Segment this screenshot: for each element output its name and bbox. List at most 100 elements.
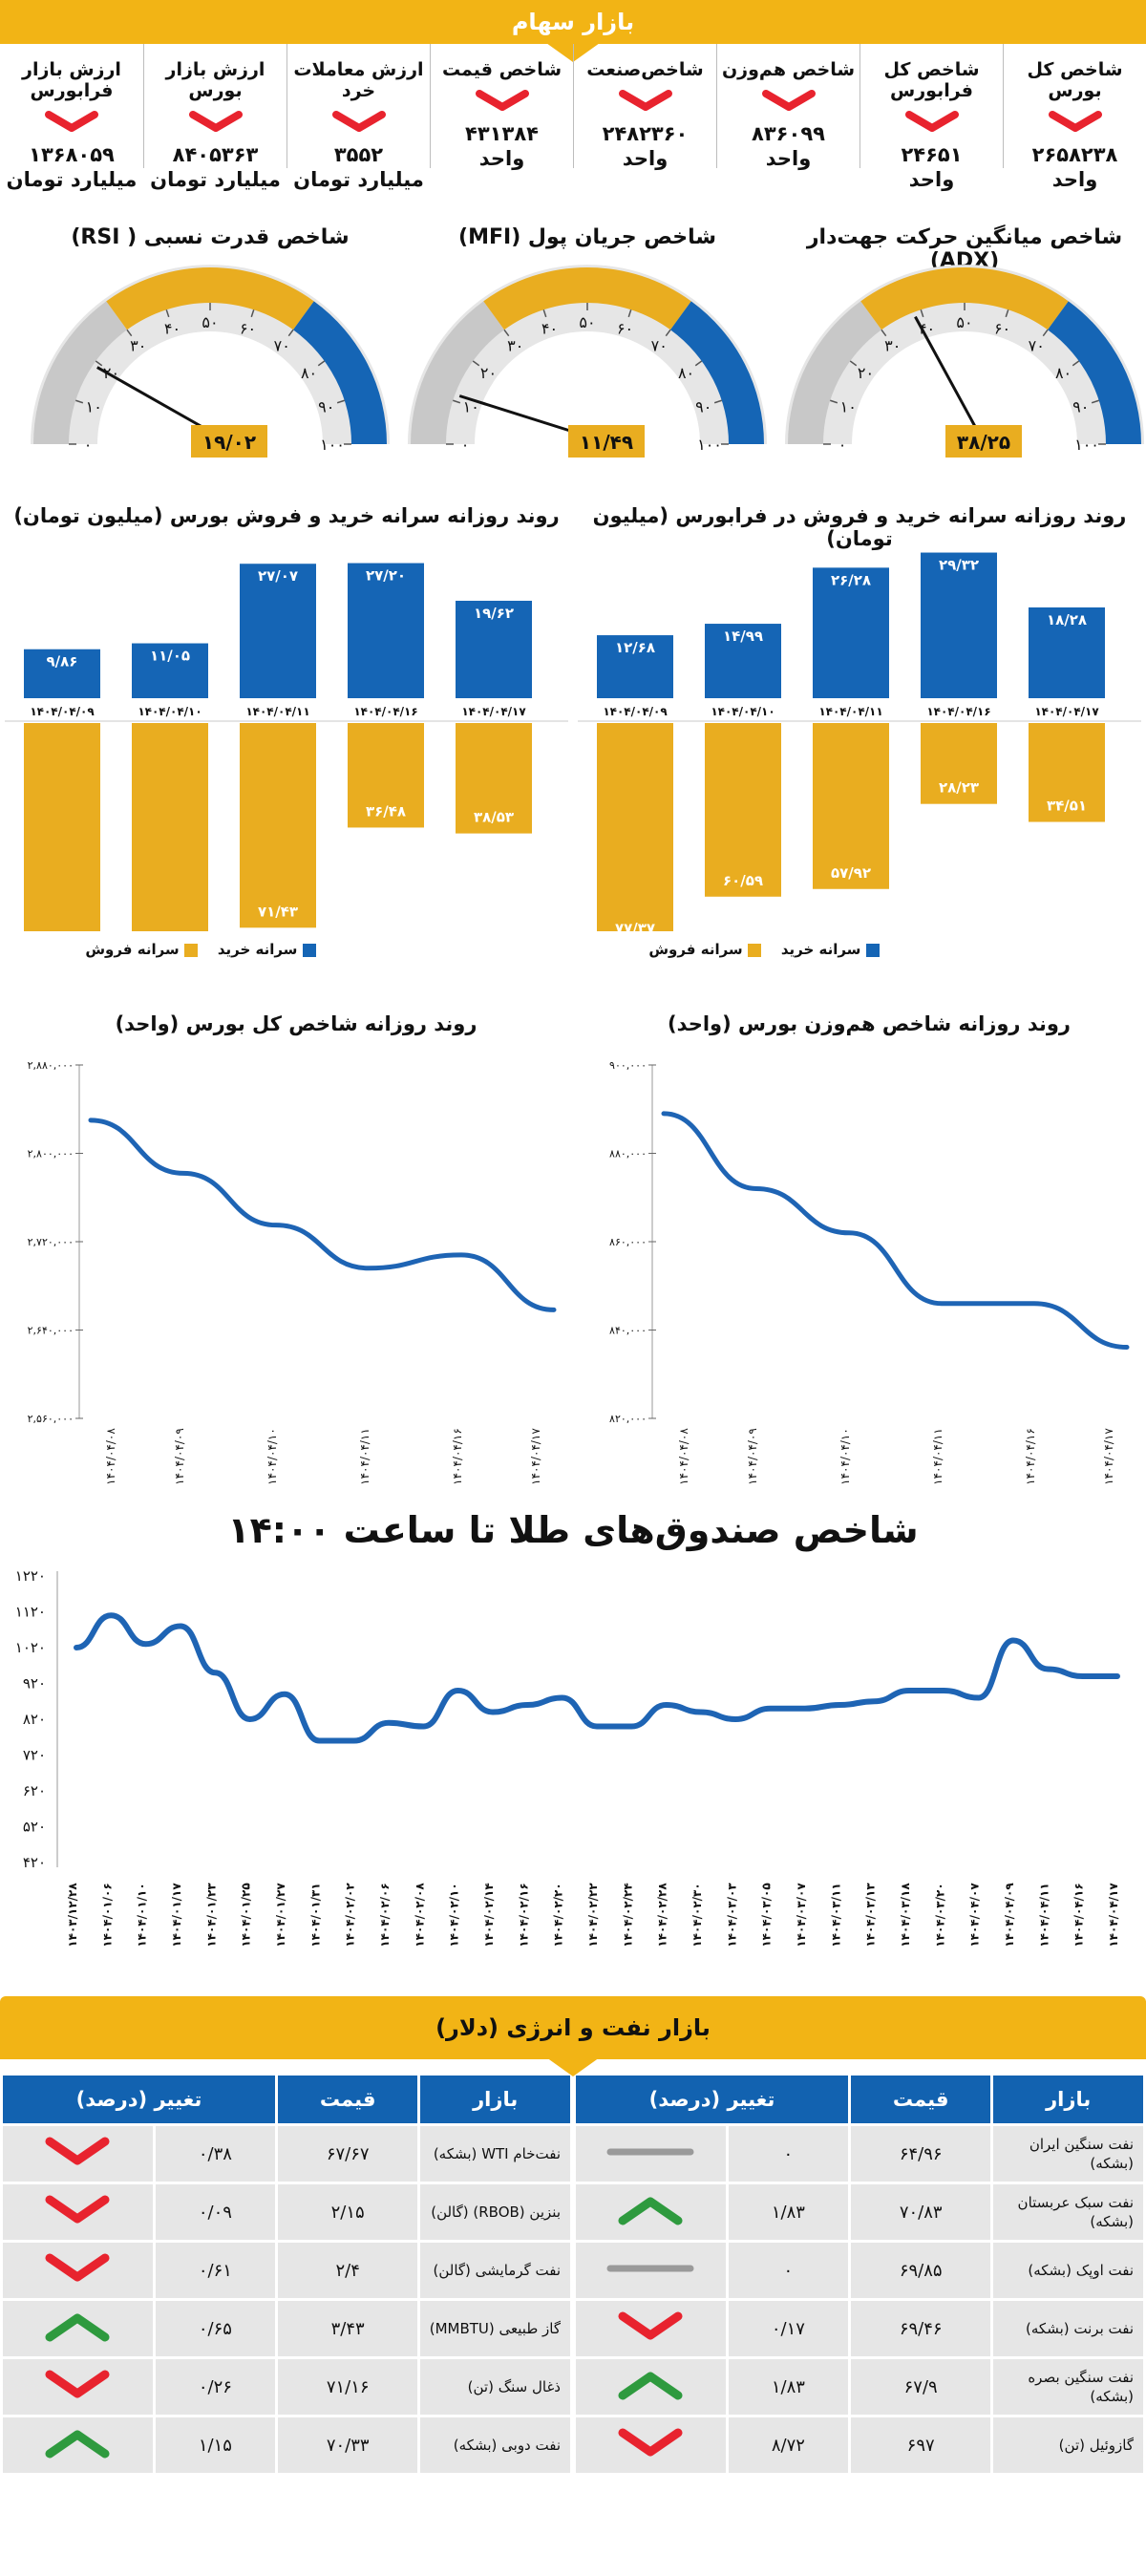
x-tick-label: ۱۴۰۴/۰۲/۲۴ — [621, 1883, 634, 1947]
col-header-change: تغییر (درصد) — [576, 2076, 849, 2123]
x-tick-label: ۱۴۰۴/۰۳/۰۵ — [760, 1883, 774, 1947]
series-line — [661, 1111, 1130, 1351]
table-row: نفت دوبی (بشکه) ۷۰/۳۳ ۱/۱۵ — [3, 2417, 570, 2473]
y-tick-label: ۸۲۰ — [23, 1711, 46, 1728]
trend-cell — [576, 2243, 726, 2298]
kpi-label: شاخص‌صنعت — [586, 59, 704, 80]
gauge-value-box — [568, 425, 645, 458]
oil-band: بازار نفت و انرژی (دلار) — [0, 1996, 1146, 2059]
gauge-tick-label: ۸۰ — [301, 364, 317, 382]
market-change: ۰/۰۹ — [155, 2184, 276, 2240]
market-name: نفت‌خام WTI (بشکه) — [420, 2126, 570, 2182]
legend-buy: سرانه خرید — [217, 941, 298, 958]
kpi-card: ارزش معاملات خرد ۳۵۵۲ میلیارد تومان — [286, 44, 430, 191]
gauge-needle — [914, 315, 986, 443]
x-tick-label: ۱۴۰۴/۰۱/۱۷ — [170, 1883, 183, 1948]
bar-category-label: ۱۴۰۴/۰۴/۱۰ — [138, 705, 202, 718]
gauge-title: شاخص قدرت نسبی ( RSI) — [71, 225, 350, 249]
trend-flat-icon — [606, 2265, 694, 2271]
x-tick-label: ۱۴۰۴/۰۴/۱۱ — [931, 1428, 944, 1485]
gauge-band-mid — [106, 267, 314, 330]
trend-cell — [3, 2359, 153, 2415]
buy-bar-label: ۱۲/۶۸ — [615, 639, 655, 656]
x-tick-label: ۱۴۰۴/۰۲/۲۰ — [552, 1883, 565, 1947]
x-tick-label: ۱۴۰۴/۰۴/۰۹ — [173, 1428, 186, 1485]
y-tick-label: ۲,۵۶۰,۰۰۰ — [28, 1413, 74, 1425]
bar-category-label: ۱۴۰۴/۰۴/۱۷ — [1034, 705, 1099, 718]
gauge-tick — [472, 360, 480, 367]
gauge-tick-label: ۶۰ — [994, 319, 1010, 337]
buy-bar-label: ۲۶/۲۸ — [831, 571, 871, 588]
gauge-tick-label: ۰ — [84, 436, 93, 454]
y-tick-label: ۸۴۰,۰۰۰ — [609, 1325, 647, 1337]
gauge-tick — [95, 360, 103, 367]
trend-down-icon — [618, 2428, 683, 2456]
gauge-tick-label: ۲۰ — [858, 364, 874, 382]
trend-up-icon — [45, 2313, 110, 2341]
gauge-tick — [317, 360, 326, 367]
y-tick-label: ۱۲۲۰ — [15, 1567, 46, 1585]
market-price: ۶۷/۹ — [851, 2359, 991, 2415]
kpi-value: ۲۴۶۵۱ — [901, 143, 963, 166]
gauge-tick — [542, 309, 547, 318]
market-change: ۰ — [728, 2126, 849, 2182]
stock-title: بازار سهام — [511, 9, 635, 35]
oil-left-table: بازار قیمت تغییر (درصد) نفت‌خام WTI (بشکه) ۶… — [0, 2073, 573, 2476]
sell-bar-label: ۵۷/۹۲ — [831, 864, 871, 882]
kpi-label: ارزش معاملات خرد — [293, 59, 424, 101]
gauge-tick — [920, 309, 924, 318]
market-change: ۸/۷۲ — [728, 2417, 849, 2473]
market-name: گاز طبیعی (MMBTU) — [420, 2301, 570, 2356]
gauge-band-high — [1047, 301, 1141, 444]
kpi-value: ۱۳۶۸۰۵۹ — [29, 143, 115, 166]
x-tick-label: ۱۴۰۴/۰۳/۰۷ — [795, 1883, 808, 1948]
kpi-card: ارزش بازار فرابورس ۱۳۶۸۰۵۹ میلیارد تومان — [0, 44, 143, 191]
gauge-title: شاخص جریان پول (MFI) — [458, 225, 716, 249]
buy-bar — [348, 563, 424, 698]
x-tick-label: ۱۴۰۴/۰۴/۱۱ — [358, 1428, 371, 1485]
sell-bar-label: ۲۸/۲۳ — [939, 779, 979, 797]
gauge-tick — [665, 329, 671, 337]
legend-sell: سرانه فروش — [85, 941, 180, 958]
gauge-tick-label: ۲۰ — [480, 364, 497, 382]
gauge-value: ۱۱/۴۹ — [580, 431, 633, 454]
x-tick-label: ۱۴۰۴/۰۴/۱۶ — [451, 1428, 464, 1485]
gauge-band-low — [33, 301, 128, 444]
series-line — [88, 1118, 557, 1312]
buy-bar-label: ۱۱/۰۵ — [150, 648, 190, 665]
x-tick-label: ۱۴۰۴/۰۱/۰۶ — [100, 1883, 114, 1947]
gauge-tick-label: ۷۰ — [651, 336, 668, 354]
market-change: ۱/۸۳ — [728, 2184, 849, 2240]
x-tick-label: ۱۴۰۴/۰۲/۱۶ — [517, 1883, 530, 1947]
gold-chart-title: شاخص صندوق‌های طلا تا ساعت ۱۴:۰۰ — [227, 1509, 919, 1551]
trend-down-icon — [618, 90, 672, 111]
kpi-value: ۳۵۵۲ — [333, 143, 384, 166]
col-header-market: بازار — [420, 2076, 570, 2123]
y-tick-label: ۲,۸۰۰,۰۰۰ — [28, 1148, 74, 1160]
buy-bar-label: ۱۸/۲۸ — [1047, 611, 1087, 628]
buy-bar — [132, 643, 208, 698]
sell-bar — [132, 723, 208, 931]
bar-category-label: ۱۴۰۴/۰۴/۰۹ — [603, 705, 668, 718]
bar-chart-farabourse: ۱۲/۶۸ ۱۴۰۴/۰۴/۰۹ ۷۷/۳۷ ۱۴/۹۹ ۱۴۰۴/۰۴/۱۰ ۶۰/۵۹… — [578, 552, 1141, 931]
bar-category-label: ۱۴۰۴/۰۴/۱۶ — [926, 705, 990, 718]
market-price: ۷۰/۸۳ — [851, 2184, 991, 2240]
x-tick-label: ۱۴۰۴/۰۴/۱۷ — [529, 1428, 542, 1485]
market-name: نفت سنگین بصره (بشکه) — [993, 2359, 1143, 2415]
market-name: بنزین (RBOB) (گالن) — [420, 2184, 570, 2240]
gauge-tick-label: ۶۰ — [240, 319, 256, 337]
gauge-tick-label: ۷۰ — [274, 336, 290, 354]
trend-up-icon — [618, 2197, 683, 2225]
buy-bar — [921, 552, 997, 698]
gauge-tick-label: ۵۰ — [956, 313, 972, 331]
trend-cell — [3, 2184, 153, 2240]
buy-bar-label: ۱۹/۶۲ — [474, 605, 514, 622]
sell-bar — [240, 723, 316, 928]
x-tick-label: ۱۴۰۴/۰۳/۱۱ — [829, 1883, 842, 1947]
trend-cell — [576, 2301, 726, 2356]
gauge-tick-label: ۸۰ — [678, 364, 694, 382]
sell-bar-label: ۳۶/۴۸ — [366, 802, 406, 820]
market-name: نفت دوبی (بشکه) — [420, 2417, 570, 2473]
kpi-unit: واحد — [908, 168, 955, 191]
x-tick-label: ۱۴۰۴/۰۲/۳۰ — [690, 1883, 704, 1947]
